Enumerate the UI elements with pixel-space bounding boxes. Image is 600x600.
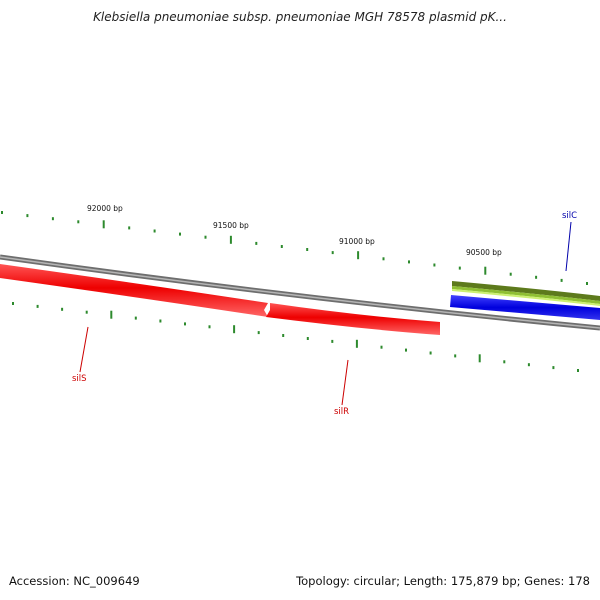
outer-ruler-minor-tick	[509, 272, 512, 276]
outer-ruler-minor-tick	[255, 241, 258, 245]
inner-ruler-major-tick	[233, 325, 236, 334]
outer-ruler-major-tick	[484, 266, 487, 275]
inner-ruler-minor-tick	[380, 345, 383, 349]
inner-ruler-minor-tick	[282, 334, 285, 337]
silC-callout-line	[565, 221, 572, 272]
ruler-label-90500: 90500 bp	[466, 248, 502, 257]
silS-callout-line	[79, 326, 89, 373]
inner-ruler-minor-tick	[552, 366, 555, 370]
outer-ruler-minor-tick	[560, 278, 563, 282]
inner-ruler-minor-tick	[306, 337, 309, 340]
ruler-label-91000: 91000 bp	[339, 237, 375, 246]
outer-ruler-minor-tick	[128, 226, 131, 230]
outer-ruler-minor-tick	[433, 263, 436, 267]
inner-ruler-minor-tick	[12, 302, 14, 305]
gene-label-silC[interactable]: silC	[562, 211, 577, 221]
inner-ruler-minor-tick	[527, 363, 530, 367]
accession-text: Accession: NC_009649	[9, 574, 140, 588]
outer-ruler-minor-tick	[77, 220, 80, 224]
inner-ruler-minor-tick	[36, 304, 39, 308]
inner-ruler-minor-tick	[503, 360, 506, 364]
outer-ruler-minor-tick	[280, 245, 283, 248]
ruler-label-91500: 91500 bp	[213, 221, 249, 230]
inner-ruler-minor-tick	[429, 351, 432, 355]
inner-ruler-minor-tick	[85, 310, 88, 314]
outer-tick-row	[1, 211, 588, 285]
plasmid-backbone	[0, 254, 600, 331]
outer-ruler-minor-tick	[306, 248, 309, 251]
outer-ruler-minor-tick	[535, 275, 538, 279]
inner-ruler-minor-tick	[159, 319, 162, 323]
inner-ruler-major-tick	[110, 310, 113, 319]
outer-ruler-minor-tick	[1, 211, 3, 214]
inner-ruler-minor-tick	[331, 339, 334, 343]
outer-ruler-minor-tick	[26, 214, 29, 218]
outer-ruler-minor-tick	[382, 257, 385, 261]
outer-ruler-minor-tick	[51, 217, 54, 221]
gene-label-silS[interactable]: silS	[72, 374, 87, 384]
silR-callout-line	[341, 359, 349, 406]
inner-ruler-minor-tick	[257, 331, 260, 335]
map-title: Klebsiella pneumoniae subsp. pneumoniae …	[93, 10, 507, 24]
outer-ruler-minor-tick	[458, 266, 461, 270]
outer-ruler-major-tick	[357, 251, 360, 260]
inner-ruler-minor-tick	[134, 316, 137, 320]
outer-ruler-minor-tick	[179, 232, 181, 236]
inner-ruler-minor-tick	[184, 322, 186, 326]
inner-ruler-minor-tick	[405, 348, 407, 352]
inner-ruler-minor-tick	[577, 369, 579, 372]
outer-ruler-minor-tick	[408, 260, 410, 264]
outer-ruler-minor-tick	[204, 235, 207, 239]
inner-ruler-minor-tick	[208, 325, 211, 329]
inner-ruler-major-tick	[355, 339, 358, 348]
gene-silC[interactable]	[450, 295, 600, 320]
gc-content-track	[452, 281, 600, 306]
gene-silR[interactable]	[266, 303, 440, 335]
outer-ruler-minor-tick	[153, 229, 156, 233]
outer-ruler-minor-tick	[331, 251, 334, 255]
inner-ruler-minor-tick	[454, 354, 457, 358]
ruler-label-92000: 92000 bp	[87, 204, 123, 213]
gene-silS[interactable]	[0, 264, 268, 317]
gene-label-silR[interactable]: silR	[334, 407, 349, 417]
outer-ruler-minor-tick	[586, 282, 588, 285]
outer-ruler-major-tick	[229, 235, 232, 244]
topology-summary-text: Topology: circular; Length: 175,879 bp; …	[296, 574, 590, 588]
outer-ruler-major-tick	[102, 220, 105, 229]
inner-ruler-major-tick	[478, 354, 481, 363]
inner-tick-row	[12, 302, 579, 372]
inner-ruler-minor-tick	[61, 307, 64, 311]
